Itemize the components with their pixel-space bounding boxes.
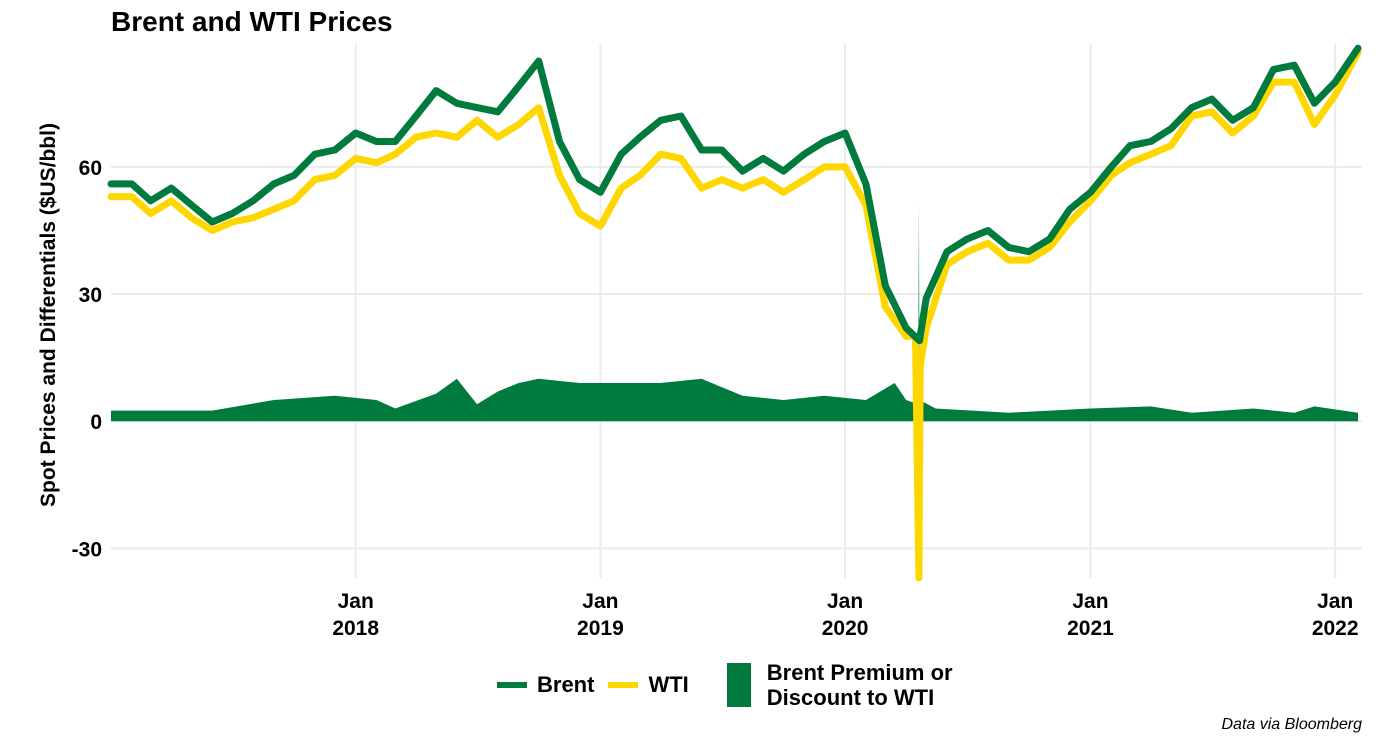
source-caption: Data via Bloomberg	[1221, 716, 1362, 733]
series-wti-line	[107, 49, 1362, 582]
legend-label-spread: Brent Premium or Discount to WTI	[766, 660, 953, 710]
legend-item-spread: Brent Premium or Discount to WTI	[703, 660, 987, 710]
x-tick-label: 2021	[1067, 617, 1114, 640]
legend-swatch-brent	[497, 682, 527, 688]
y-tick-label: 60	[79, 157, 102, 180]
legend-label-wti: WTI	[648, 672, 689, 697]
x-tick-label: Jan	[582, 590, 618, 613]
y-tick-label: 30	[79, 284, 102, 307]
x-tick-label: 2018	[332, 617, 379, 640]
series-lines-layer	[107, 44, 1362, 582]
y-tick-label: 0	[90, 411, 102, 434]
legend-item-wti: WTI	[608, 672, 689, 698]
legend-label-brent: Brent	[537, 672, 595, 697]
spread-area-layer	[111, 200, 1358, 422]
x-tick-label: 2022	[1312, 617, 1359, 640]
y-axis-ticks: -30 0 30 60	[72, 157, 102, 561]
x-tick-label: Jan	[1317, 590, 1353, 613]
legend: Brent WTI Brent Premium or Discount to W…	[497, 660, 1001, 710]
series-brent-line	[107, 44, 1362, 345]
legend-swatch-spread	[726, 663, 751, 707]
x-tick-label: Jan	[1072, 590, 1108, 613]
x-tick-label: 2019	[577, 617, 624, 640]
x-tick-label: Jan	[338, 590, 374, 613]
legend-swatch-wti	[608, 682, 639, 688]
legend-item-brent: Brent	[497, 672, 594, 698]
x-axis-ticks: Jan 2018 Jan 2019 Jan 2020 Jan 2021 Jan 2022	[332, 590, 1358, 640]
x-tick-label: 2020	[822, 617, 869, 640]
y-axis-label: Spot Prices and Differentials ($US/bbl)	[37, 123, 60, 507]
x-tick-label: Jan	[827, 590, 863, 613]
series-spread-area	[111, 200, 1358, 422]
chart-title: Brent and WTI Prices	[111, 6, 393, 37]
y-tick-label: -30	[72, 538, 102, 561]
